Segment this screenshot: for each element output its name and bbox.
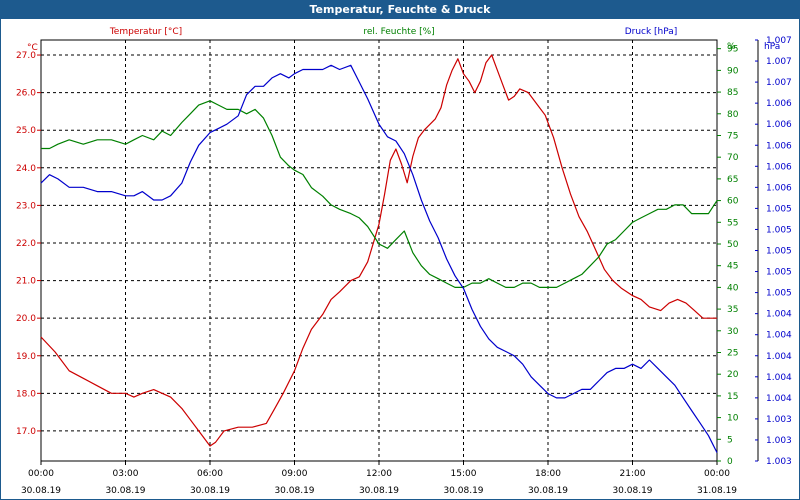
x-tick-label-date: 31.08.19 bbox=[697, 486, 737, 496]
pressure-tick-label: 1.003 bbox=[766, 457, 792, 467]
pressure-tick-label: 1.005 bbox=[766, 225, 792, 235]
pressure-tick-label: 1.006 bbox=[766, 99, 792, 109]
pressure-tick-label: 1.005 bbox=[766, 268, 792, 278]
pressure-tick-label: 1.005 bbox=[766, 289, 792, 299]
pressure-tick-label: 1.004 bbox=[766, 352, 792, 362]
pressure-tick-label: 1.006 bbox=[766, 162, 792, 172]
x-tick-label-time: 21:00 bbox=[620, 469, 646, 479]
humidity-tick-label: 75 bbox=[727, 131, 738, 141]
humidity-tick-label: 30 bbox=[727, 327, 739, 337]
temperature-tick-label: 20.0 bbox=[16, 314, 36, 324]
pressure-legend: Druck [hPa] bbox=[625, 27, 678, 37]
temperature-legend: Temperatur [°C] bbox=[109, 27, 182, 37]
temperature-tick-label: 17.0 bbox=[16, 427, 36, 437]
window-title: Temperatur, Feuchte & Druck bbox=[1, 1, 799, 19]
x-tick-label-date: 30.08.19 bbox=[528, 486, 568, 496]
humidity-tick-label: 65 bbox=[727, 175, 738, 185]
humidity-tick-label: 10 bbox=[727, 414, 739, 424]
pressure-tick-label: 1.005 bbox=[766, 247, 792, 257]
x-tick-label-date: 30.08.19 bbox=[443, 486, 483, 496]
temperature-tick-label: 22.0 bbox=[16, 239, 36, 249]
pressure-tick-label: 1.006 bbox=[766, 141, 792, 151]
temperature-tick-label: 24.0 bbox=[16, 164, 36, 174]
humidity-tick-label: 90 bbox=[727, 66, 739, 76]
x-tick-label-date: 30.08.19 bbox=[612, 486, 652, 496]
pressure-series-line bbox=[40, 64, 718, 453]
temperature-tick-label: 23.0 bbox=[16, 201, 36, 211]
humidity-tick-label: 0 bbox=[727, 457, 733, 467]
x-tick-label-time: 03:00 bbox=[113, 469, 139, 479]
x-tick-label-time: 09:00 bbox=[282, 469, 308, 479]
x-tick-label-date: 30.08.19 bbox=[359, 486, 399, 496]
x-tick-label-time: 15:00 bbox=[451, 469, 477, 479]
x-tick-label-date: 30.08.19 bbox=[105, 486, 145, 496]
pressure-tick-label: 1.006 bbox=[766, 183, 792, 193]
x-tick-label-time: 00:00 bbox=[28, 469, 54, 479]
pressure-unit-label: hPa bbox=[764, 42, 780, 52]
humidity-tick-label: 45 bbox=[727, 262, 738, 272]
humidity-tick-label: 35 bbox=[727, 305, 738, 315]
x-tick-label-time: 18:00 bbox=[535, 469, 561, 479]
humidity-tick-label: 40 bbox=[727, 283, 739, 293]
pressure-tick-label: 1.004 bbox=[766, 310, 792, 320]
humidity-unit-label: % bbox=[727, 42, 736, 52]
humidity-tick-label: 20 bbox=[727, 370, 739, 380]
pressure-tick-label: 1.003 bbox=[766, 415, 792, 425]
temperature-tick-label: 18.0 bbox=[16, 389, 36, 399]
pressure-tick-label: 1.006 bbox=[766, 120, 792, 130]
humidity-tick-label: 50 bbox=[727, 240, 739, 250]
humidity-tick-label: 95 bbox=[727, 45, 738, 55]
humidity-tick-label: 70 bbox=[727, 153, 739, 163]
pressure-tick-label: 1.004 bbox=[766, 373, 792, 383]
x-tick-label-date: 30.08.19 bbox=[274, 486, 314, 496]
x-tick-label-time: 06:00 bbox=[197, 469, 223, 479]
humidity-series-line bbox=[41, 100, 718, 288]
temperature-tick-label: 26.0 bbox=[16, 89, 36, 99]
x-tick-label-date: 30.08.19 bbox=[190, 486, 230, 496]
humidity-legend: rel. Feuchte [%] bbox=[363, 27, 434, 37]
humidity-tick-label: 5 bbox=[727, 435, 733, 445]
temperature-tick-label: 25.0 bbox=[16, 126, 36, 136]
temperature-unit-label: °C bbox=[27, 43, 38, 53]
humidity-tick-label: 55 bbox=[727, 218, 738, 228]
temperature-tick-label: 19.0 bbox=[16, 352, 36, 362]
temperature-tick-label: 27.0 bbox=[16, 51, 36, 61]
humidity-tick-label: 25 bbox=[727, 348, 738, 358]
x-tick-label-time: 12:00 bbox=[366, 469, 392, 479]
humidity-tick-label: 80 bbox=[727, 110, 739, 120]
pressure-tick-label: 1.004 bbox=[766, 394, 792, 404]
pressure-tick-label: 1.007 bbox=[766, 78, 792, 88]
pressure-tick-label: 1.007 bbox=[766, 36, 792, 46]
humidity-tick-label: 60 bbox=[727, 197, 739, 207]
pressure-tick-label: 1.004 bbox=[766, 331, 792, 341]
temperature-tick-label: 21.0 bbox=[16, 277, 36, 287]
humidity-tick-label: 15 bbox=[727, 392, 738, 402]
pressure-tick-label: 1.007 bbox=[766, 57, 792, 67]
x-tick-label-time: 00:00 bbox=[704, 469, 730, 479]
temperature-series-line bbox=[40, 54, 717, 447]
humidity-tick-label: 85 bbox=[727, 88, 738, 98]
x-tick-label-date: 30.08.19 bbox=[21, 486, 61, 496]
pressure-tick-label: 1.005 bbox=[766, 204, 792, 214]
pressure-tick-label: 1.003 bbox=[766, 436, 792, 446]
